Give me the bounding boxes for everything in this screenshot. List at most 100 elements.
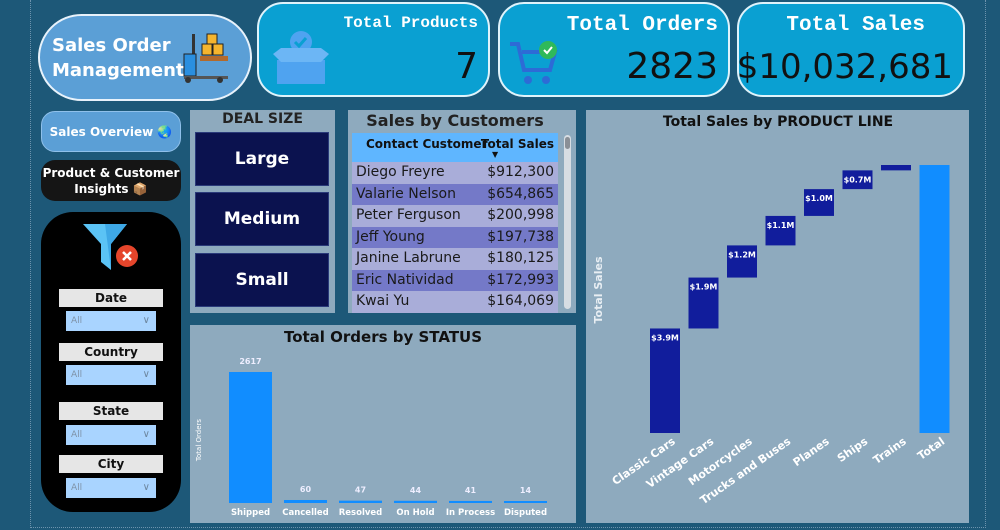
product-y-axis-label: Total Sales (592, 256, 605, 323)
waterfall-data-label: $1.0M (805, 194, 833, 203)
product-x-tick: Total (915, 435, 947, 463)
product-x-tick: Ships (835, 435, 871, 465)
status-data-label: 41 (465, 486, 477, 495)
customer-sales: $164,069 (487, 293, 554, 309)
product-chart-title: Total Sales by PRODUCT LINE (663, 114, 893, 130)
table-row[interactable]: Eric Natividad $172,993 (352, 269, 558, 291)
status-bar (449, 500, 492, 503)
dashboard-frame (30, 0, 986, 528)
clear-filters-icon[interactable] (83, 222, 143, 272)
status-x-tick: Shipped (231, 508, 270, 518)
sort-desc-icon: ▼ (492, 150, 499, 159)
country-filter-value: All (71, 370, 83, 380)
customers-title: Sales by Customers (366, 111, 544, 130)
table-row[interactable]: Peter Ferguson $200,998 (352, 205, 558, 227)
city-filter-dropdown[interactable]: All ∨ (66, 478, 156, 498)
table-row[interactable]: Kwai Yu $164,069 (352, 291, 558, 313)
state-filter-label: State (59, 402, 163, 420)
kpi-value: 7 (455, 46, 478, 87)
chevron-down-icon: ∨ (142, 429, 150, 440)
customer-sales: $200,998 (487, 207, 554, 223)
product-x-tick: Planes (791, 435, 832, 469)
scrollbar-thumb[interactable] (565, 137, 570, 149)
state-filter-dropdown[interactable]: All ∨ (66, 425, 156, 445)
product-x-tick: Trains (871, 435, 909, 467)
orders-by-status-chart: Total Orders by STATUS Total Orders 2617… (190, 325, 576, 523)
status-chart-svg: Total Orders by STATUS Total Orders 2617… (195, 328, 547, 518)
table-row[interactable]: Janine Labrune $180,125 (352, 248, 558, 270)
table-row[interactable]: Valarie Nelson $654,865 (352, 183, 558, 205)
table-row[interactable]: Jeff Young $197,738 (352, 226, 558, 248)
waterfall-bar (881, 165, 911, 171)
waterfall-bar (842, 170, 873, 190)
chevron-down-icon: ∨ (142, 315, 150, 326)
country-filter-dropdown[interactable]: All ∨ (66, 365, 156, 385)
deal-size-small-button[interactable]: Small (195, 253, 329, 307)
status-chart-title: Total Orders by STATUS (284, 328, 482, 346)
state-filter-value: All (71, 430, 83, 440)
city-filter-label: City (59, 455, 163, 473)
status-data-label: 2617 (239, 357, 261, 366)
waterfall-data-label: $0.7M (844, 175, 872, 184)
customer-sales: $172,993 (487, 271, 554, 288)
customer-sales: $654,865 (487, 185, 554, 202)
waterfall-bar (765, 215, 796, 246)
product-customer-insights-button[interactable]: Product & Customer Insights 📦 (41, 160, 181, 201)
status-x-tick: In Process (446, 508, 495, 518)
date-filter-dropdown[interactable]: All ∨ (66, 311, 156, 331)
sales-overview-label: Sales Overview 🌏 (49, 124, 173, 139)
waterfall-data-label: $1.1M (767, 221, 795, 230)
status-y-axis-label: Total Orders (195, 419, 203, 462)
box-check-icon (273, 31, 329, 84)
table-row[interactable]: Diego Freyre $912,300 (352, 162, 558, 184)
cart-check-icon (510, 41, 558, 84)
status-data-label: 44 (410, 486, 422, 495)
status-data-label: 60 (300, 485, 312, 494)
insights-label-2: Insights 📦 (74, 181, 148, 196)
kpi-total-sales: Total Sales $10,032,681 (737, 2, 965, 97)
chevron-down-icon: ∨ (142, 482, 150, 493)
sales-overview-button[interactable]: Sales Overview 🌏 (41, 111, 181, 152)
status-x-tick: On Hold (396, 508, 434, 518)
title-line-1: Sales Order (52, 35, 171, 56)
waterfall-data-label: $1.2M (728, 250, 756, 259)
deal-size-slicer: DEAL SIZE Large Medium Small (190, 110, 335, 313)
sales-by-product-line-chart: Total Sales by PRODUCT LINE Total Sales … (586, 110, 969, 523)
forklift-icon (183, 33, 228, 83)
title-line-2: Management (52, 60, 185, 81)
status-data-label: 14 (520, 486, 532, 495)
app-title: Sales Order Management (38, 14, 252, 101)
chevron-down-icon: ∨ (142, 369, 150, 380)
status-bar (229, 372, 272, 503)
customer-name: Eric Natividad (356, 271, 454, 288)
insights-label-1: Product & Customer (42, 165, 180, 180)
customer-name: Peter Ferguson (356, 207, 461, 223)
product-chart-svg: Total Sales by PRODUCT LINE Total Sales … (592, 114, 950, 507)
deal-size-title: DEAL SIZE (222, 111, 303, 127)
city-filter-value: All (71, 483, 83, 493)
kpi-label: Total Orders (566, 14, 718, 37)
sales-by-customers-table: Sales by Customers Contact Customer Tota… (348, 110, 576, 313)
table-scrollbar[interactable] (564, 135, 571, 309)
waterfall-data-label: $3.9M (651, 333, 679, 342)
status-bar (339, 500, 382, 503)
status-bar (504, 501, 547, 503)
status-x-tick: Cancelled (282, 508, 329, 518)
waterfall-data-label: $1.9M (690, 283, 718, 292)
customer-name: Diego Freyre (356, 164, 445, 180)
customer-sales: $912,300 (487, 164, 554, 180)
waterfall-bar (804, 189, 834, 216)
col-header-sales[interactable]: Total Sales (480, 137, 554, 151)
date-filter-value: All (71, 316, 83, 326)
deal-size-large-button[interactable]: Large (195, 132, 329, 186)
kpi-label: Total Products (343, 14, 478, 32)
status-x-tick: Resolved (339, 508, 383, 518)
customer-name: Kwai Yu (356, 293, 410, 309)
table-header: Contact Customer Total Sales ▼ (352, 133, 558, 163)
customer-name: Janine Labrune (356, 250, 461, 266)
customer-name: Valarie Nelson (356, 185, 456, 202)
waterfall-bar (650, 328, 680, 433)
col-header-customer[interactable]: Contact Customer (366, 137, 488, 151)
status-bar (394, 500, 437, 503)
deal-size-medium-button[interactable]: Medium (195, 192, 329, 246)
